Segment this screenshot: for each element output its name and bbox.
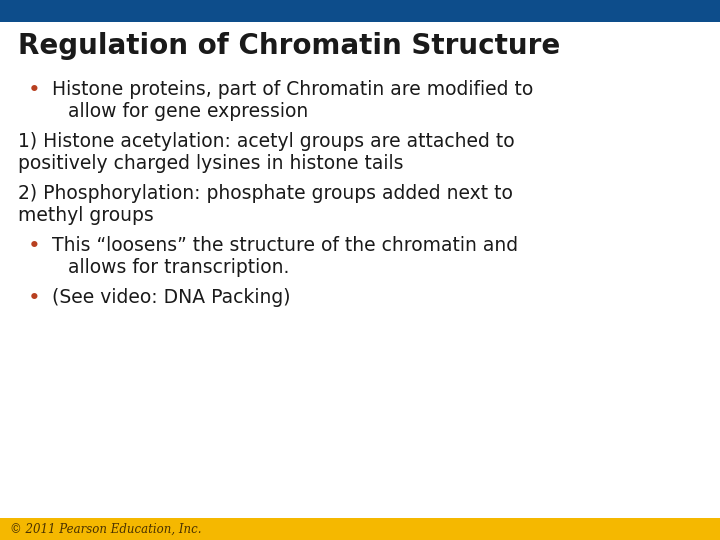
Text: positively charged lysines in histone tails: positively charged lysines in histone ta… xyxy=(18,154,403,173)
Text: allows for transcription.: allows for transcription. xyxy=(68,258,289,277)
Text: methyl groups: methyl groups xyxy=(18,206,154,225)
Text: © 2011 Pearson Education, Inc.: © 2011 Pearson Education, Inc. xyxy=(10,523,202,536)
Text: (See video: DNA Packing): (See video: DNA Packing) xyxy=(52,288,290,307)
Text: allow for gene expression: allow for gene expression xyxy=(68,102,308,121)
Text: Regulation of Chromatin Structure: Regulation of Chromatin Structure xyxy=(18,32,560,60)
Text: •: • xyxy=(28,236,41,256)
Text: •: • xyxy=(28,80,41,100)
Text: This “loosens” the structure of the chromatin and: This “loosens” the structure of the chro… xyxy=(52,236,518,255)
Text: 2) Phosphorylation: phosphate groups added next to: 2) Phosphorylation: phosphate groups add… xyxy=(18,184,513,203)
Text: 1) Histone acetylation: acetyl groups are attached to: 1) Histone acetylation: acetyl groups ar… xyxy=(18,132,515,151)
Bar xyxy=(0,0,720,22)
Bar xyxy=(0,518,720,540)
Text: •: • xyxy=(28,288,41,308)
Text: Histone proteins, part of Chromatin are modified to: Histone proteins, part of Chromatin are … xyxy=(52,80,534,99)
